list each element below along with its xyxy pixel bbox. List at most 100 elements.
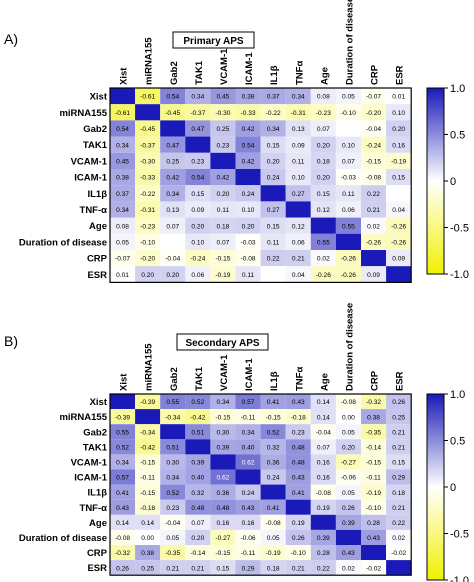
- row-label: Gab2: [83, 124, 107, 135]
- heatmap-cell: [386, 266, 412, 283]
- heatmap-cell: [386, 152, 412, 169]
- heatmap-cell: [335, 499, 361, 515]
- cell-value-label: -0.27: [341, 460, 356, 467]
- cell-value-label: 0.55: [166, 399, 179, 406]
- cell-value-label: -0.19: [215, 272, 230, 279]
- cell-value-label: -0.08: [115, 535, 130, 542]
- cell-value-label: 0.18: [267, 565, 280, 572]
- cell-value-label: -0.11: [140, 475, 155, 482]
- heatmap-cell: [310, 409, 336, 425]
- cell-value-label: -0.08: [366, 175, 381, 182]
- cell-value-label: -0.02: [366, 565, 381, 572]
- cell-value-label: 0.45: [116, 159, 129, 166]
- heatmap-cell: [335, 514, 361, 530]
- heatmap-cell: [310, 454, 336, 470]
- cell-value-label: 0.05: [166, 535, 179, 542]
- cell-value-label: 0.15: [267, 223, 280, 230]
- colorbar-tick-label: -0.5: [450, 223, 469, 235]
- column-label: TAK1: [194, 60, 205, 85]
- cell-value-label: -0.31: [140, 207, 155, 214]
- cell-value-label: -0.18: [140, 505, 155, 512]
- heatmap-cell: [235, 439, 261, 455]
- cell-value-label: 0.05: [116, 240, 129, 247]
- heatmap-cell: [135, 136, 161, 153]
- grid-border: [109, 393, 412, 576]
- cell-value-label: -0.07: [366, 94, 381, 101]
- heatmap-cell: [160, 484, 186, 500]
- cell-value-label: -0.45: [165, 110, 180, 117]
- heatmap-cell: [185, 201, 211, 218]
- cell-value-label: -0.30: [215, 110, 230, 117]
- cell-value-label: -0.15: [140, 490, 155, 497]
- heatmap-cell: [361, 104, 387, 121]
- heatmap-cell: [285, 250, 311, 267]
- heatmap-cell: [361, 424, 387, 440]
- colorbar-tick-label: 0: [450, 482, 456, 494]
- heatmap-cell: [160, 545, 186, 561]
- heatmap-cell: [185, 169, 211, 186]
- cell-value-label: 0.52: [166, 490, 179, 497]
- heatmap-cell: [335, 250, 361, 267]
- cell-value-label: 0.26: [116, 565, 129, 572]
- heatmap-cell: [260, 529, 286, 545]
- heatmap-cell: [160, 136, 186, 153]
- heatmap-cell: [110, 250, 136, 267]
- panel-label: B): [4, 333, 18, 349]
- heatmap-cell: [285, 545, 311, 561]
- cell-value-label: -0.24: [366, 142, 381, 149]
- heatmap-cell: [285, 104, 311, 121]
- cell-value-label: 0.57: [242, 399, 255, 406]
- heatmap-cell: [335, 529, 361, 545]
- cell-value-label: 0.36: [267, 460, 280, 467]
- chart-title: Secondary APS: [185, 338, 259, 349]
- column-label: CRP: [370, 370, 381, 391]
- cell-value-label: -0.19: [391, 159, 406, 166]
- column-label: Duration of disease: [344, 303, 355, 391]
- heatmap-cell: [185, 266, 211, 283]
- cell-value-label: 0.15: [191, 191, 204, 198]
- heatmap-cell: [361, 152, 387, 169]
- heatmap-cell: [210, 514, 236, 530]
- cell-value-label: 0.02: [342, 565, 355, 572]
- cell-value-label: -0.26: [341, 272, 356, 279]
- cell-value-label: 0.15: [392, 460, 405, 467]
- cell-value-label: 0.24: [242, 490, 255, 497]
- heatmap-cell: [135, 454, 161, 470]
- heatmap-cell: [335, 201, 361, 218]
- cell-value-label: 0.14: [317, 414, 330, 421]
- heatmap-cell: [361, 233, 387, 250]
- heatmap-cell: [135, 266, 161, 283]
- column-label: TAK1: [194, 366, 205, 391]
- cell-value-label: 0.41: [292, 490, 305, 497]
- cell-value-label: 0.57: [116, 475, 129, 482]
- heatmap-cell: [160, 169, 186, 186]
- chart-title: Primary APS: [183, 36, 244, 47]
- heatmap-cell: [235, 484, 261, 500]
- cell-value-label: 0.08: [317, 94, 330, 101]
- cell-value-label: -0.11: [241, 550, 256, 557]
- cell-value-label: 0.01: [116, 272, 129, 279]
- cell-value-label: 0.10: [292, 175, 305, 182]
- cell-value-label: 0.34: [166, 475, 179, 482]
- heatmap-cell: [285, 409, 311, 425]
- cell-value-label: 0.26: [342, 505, 355, 512]
- cell-value-label: 0.02: [367, 223, 380, 230]
- cell-value-label: 0.42: [242, 159, 255, 166]
- colorbar-tick-label: -0.5: [450, 529, 469, 541]
- cell-value-label: 0.43: [342, 550, 355, 557]
- heatmap-cell: [361, 499, 387, 515]
- heatmap-cell: [210, 454, 236, 470]
- cell-value-label: -0.37: [140, 142, 155, 149]
- row-label: VCAM-1: [71, 156, 108, 167]
- heatmap-cell: [135, 88, 161, 105]
- heatmap-cell: [160, 514, 186, 530]
- cell-value-label: -0.35: [366, 429, 381, 436]
- cell-value-label: -0.04: [316, 429, 331, 436]
- heatmap-cell: [260, 201, 286, 218]
- column-label: Age: [319, 373, 330, 391]
- heatmap-cell: [210, 560, 236, 576]
- heatmap-cell: [310, 545, 336, 561]
- heatmap-cell: [285, 484, 311, 500]
- cell-value-label: 0.25: [166, 159, 179, 166]
- column-label: Xist: [119, 373, 130, 391]
